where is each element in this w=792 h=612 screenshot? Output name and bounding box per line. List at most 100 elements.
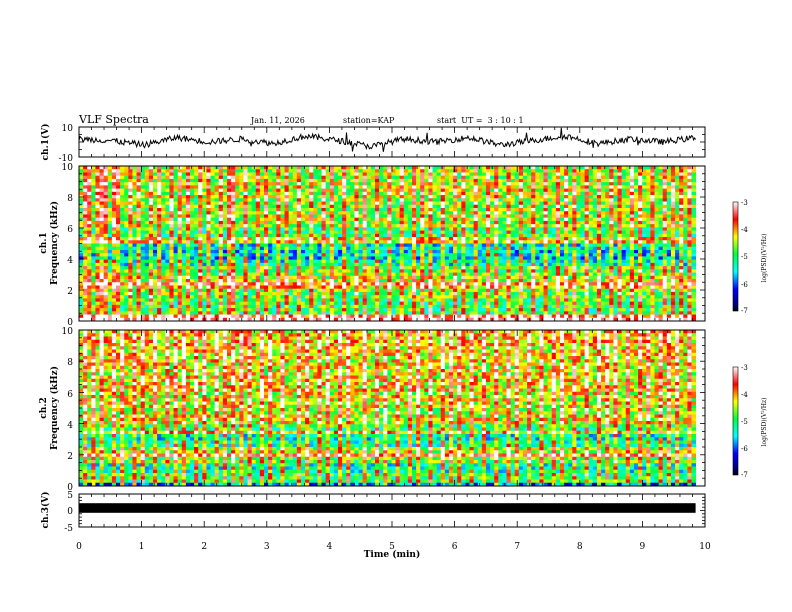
spectrogram-cell [169, 175, 174, 180]
spectrogram-cell [292, 269, 298, 273]
spectrogram-cell [461, 224, 466, 228]
spectrogram-cell [440, 259, 446, 264]
spectrogram-cell [592, 220, 598, 225]
spectrogram-cell [255, 182, 261, 186]
spectrogram-cell [638, 172, 643, 177]
spectrogram-cell [198, 237, 203, 241]
spectrogram-cell [485, 243, 491, 248]
spectrogram-cell [284, 195, 290, 199]
spectrogram-cell [173, 253, 179, 257]
spectrogram-cell [691, 266, 697, 270]
spectrogram-cell [136, 220, 142, 225]
spectrogram-cell [288, 220, 294, 225]
spectrogram-cell [366, 182, 372, 186]
spectrogram-cell [407, 207, 413, 212]
spectrogram-cell [300, 211, 306, 215]
spectrogram-cell [116, 246, 121, 251]
spectrogram-cell [457, 240, 462, 244]
spectrogram-cell [116, 259, 121, 264]
spectrogram-cell [654, 237, 660, 241]
spectrogram-cell [321, 182, 327, 186]
spectrogram-cell [477, 201, 483, 206]
spectrogram-cell [642, 262, 647, 267]
spectrogram-cell [621, 182, 627, 186]
spectrogram-cell [416, 246, 421, 251]
spectrogram-cell [218, 214, 224, 219]
spectrogram-cell [547, 178, 553, 183]
spectrogram-cell [120, 195, 125, 199]
spectrogram-cell [300, 259, 306, 264]
spectrogram-cell [300, 207, 306, 212]
spectrogram-cell [625, 240, 631, 244]
spectrogram-cell [124, 233, 129, 238]
spectrogram-cell [296, 224, 302, 228]
spectrogram-cell [395, 178, 401, 183]
spectrogram-cell [276, 198, 281, 202]
spectrogram-cell [313, 237, 318, 241]
spectrogram-cell [518, 201, 524, 206]
spectrogram-cell [555, 227, 561, 231]
spectrogram-cell [198, 166, 203, 170]
spectrogram-cell [144, 204, 150, 209]
spectrogram-cell [161, 204, 166, 209]
spectrogram-cell [194, 233, 199, 238]
spectrogram-cell [448, 256, 454, 261]
spectrogram-cell [494, 207, 499, 212]
spectrogram-cell [346, 269, 351, 273]
spectrogram-cell [411, 166, 417, 170]
spectrogram-cell [572, 169, 577, 173]
spectrogram-cell [366, 266, 372, 270]
spectrogram-cell [354, 259, 359, 264]
spectrogram-cell [288, 182, 294, 186]
spectrogram-cell [185, 256, 191, 261]
spectrogram-cell [103, 243, 109, 248]
spectrogram-cell [379, 178, 384, 183]
spectrogram-cell [128, 166, 133, 170]
spectrogram-cell [226, 211, 232, 215]
spectrogram-cell [358, 211, 364, 215]
spectrogram-cell [420, 185, 425, 190]
spectrogram-cell [469, 182, 475, 186]
spectrogram-cell [576, 178, 581, 183]
spectrogram-cell [633, 166, 639, 170]
spectrogram-cell [436, 227, 442, 231]
spectrogram-cell [116, 214, 121, 219]
spectrogram-cell [157, 172, 162, 177]
spectrogram-cell [263, 207, 269, 212]
spectrogram-cell [251, 256, 257, 261]
spectrogram-cell [189, 246, 195, 251]
spectrogram-cell [313, 220, 318, 225]
spectrogram-cell [300, 233, 306, 238]
spectrogram-cell [527, 214, 532, 219]
spectrogram-cell [662, 243, 668, 248]
spectrogram-cell [325, 175, 331, 180]
spectrogram-cell [148, 214, 154, 219]
spectrogram-cell [465, 246, 470, 251]
spectrogram-cell [436, 188, 442, 193]
spectrogram-cell [317, 237, 322, 241]
spectrogram-cell [399, 233, 405, 238]
spectrogram-cell [173, 230, 179, 235]
spectrogram-cell [391, 182, 396, 186]
spectrogram-cell [350, 169, 355, 173]
spectrogram-cell [535, 178, 540, 183]
spectrogram-cell [387, 191, 392, 196]
spectrogram-cell [642, 207, 647, 212]
spectrogram-cell [231, 207, 236, 212]
spectrogram-cell [605, 253, 610, 257]
spectrogram-cell [251, 243, 257, 248]
spectrogram-cell [646, 224, 651, 228]
spectrogram-cell [420, 182, 425, 186]
spectrogram-cell [103, 262, 109, 267]
spectrogram-cell [276, 207, 281, 212]
spectrogram-cell [420, 178, 425, 183]
spectrogram-cell [366, 207, 372, 212]
spectrogram-cell [547, 169, 553, 173]
spectrogram-cell [366, 166, 372, 170]
spectrogram-cell [292, 217, 298, 222]
spectrogram-cell [387, 169, 392, 173]
spectrogram-cell [202, 253, 207, 257]
spectrogram-cell [543, 246, 549, 251]
spectrogram-cell [494, 246, 499, 251]
spectrogram-cell [247, 172, 253, 177]
